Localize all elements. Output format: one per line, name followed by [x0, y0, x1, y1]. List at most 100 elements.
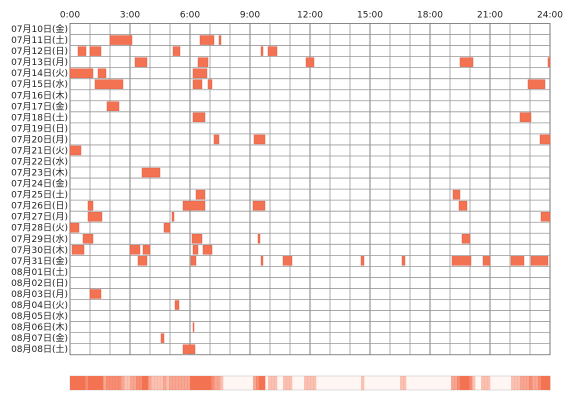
row-label: 08月06日(木): [11, 321, 68, 333]
row-label: 08月01日(土): [11, 266, 68, 278]
activity-strip-cell: [271, 376, 275, 390]
activity-segment: [461, 234, 471, 244]
activity-strip-cell: [268, 376, 272, 390]
row-label: 08月07日(金): [11, 332, 68, 344]
activity-strip-cell: [202, 376, 206, 390]
activity-segment: [134, 57, 148, 67]
row-label: 08月08日(土): [11, 343, 68, 355]
activity-strip-cell: [175, 376, 179, 390]
x-tick-label: 15:00: [357, 11, 383, 21]
activity-segment: [218, 35, 222, 45]
activity-strip-cell: [511, 376, 515, 390]
activity-segment: [527, 79, 546, 89]
activity-strip-cell: [451, 376, 455, 390]
activity-strip-cell: [148, 376, 152, 390]
activity-strip-cell: [130, 376, 134, 390]
activity-strip-cell: [121, 376, 125, 390]
activity-strip-cell: [532, 376, 536, 390]
row-label: 07月18日(土): [11, 111, 68, 123]
activity-segment: [510, 256, 525, 266]
activity-strip-cell: [82, 376, 86, 390]
activity-segment: [174, 300, 180, 310]
activity-segment: [87, 200, 94, 211]
activity-strip-cell: [187, 376, 191, 390]
activity-strip-cell: [520, 376, 524, 390]
row-label: 08月04日(火): [11, 300, 68, 311]
activity-segment: [207, 79, 213, 89]
activity-segment: [82, 234, 94, 244]
activity-strip-cell: [94, 376, 98, 390]
activity-strip-cell: [127, 376, 131, 390]
row-label: 07月10日(金): [11, 23, 68, 35]
activity-segment: [129, 245, 141, 255]
activity-strip-cell: [544, 376, 548, 390]
activity-strip-cell: [538, 376, 542, 390]
row-label: 07月25日(土): [11, 189, 68, 201]
activity-strip-cell: [190, 376, 194, 390]
activity-strip-cell: [73, 376, 77, 390]
activity-strip-cell: [466, 376, 470, 390]
activity-strip-cell: [304, 376, 308, 390]
row-label: 07月29日(水): [11, 233, 68, 245]
activity-strip-cell: [163, 376, 167, 390]
activity-strip-cell: [262, 376, 266, 390]
activity-strip-cell: [310, 376, 314, 390]
row-label: 07月27日(月): [11, 212, 68, 223]
activity-strip-cell: [85, 376, 89, 390]
activity-strip-cell: [154, 376, 158, 390]
row-label: 08月02日(日): [11, 278, 68, 289]
activity-segment: [69, 223, 80, 233]
activity-segment: [94, 79, 124, 89]
activity-strip-cell: [460, 376, 464, 390]
row-label: 07月13日(月): [11, 57, 68, 68]
row-label: 07月19日(日): [11, 123, 68, 134]
activity-strip-cell: [184, 376, 188, 390]
activity-strip-cell: [535, 376, 539, 390]
activity-strip-cell: [112, 376, 116, 390]
x-tick-label: 21:00: [477, 11, 503, 21]
activity-strip-cell: [259, 376, 263, 390]
activity-segment: [199, 35, 215, 45]
x-tick-label: 0:00: [60, 11, 80, 21]
activity-strip-cell: [514, 376, 518, 390]
activity-segment: [539, 134, 551, 145]
activity-segment: [458, 200, 468, 211]
x-tick-label: 3:00: [120, 11, 140, 21]
activity-strip-cell: [457, 376, 461, 390]
activity-strip-cell: [484, 376, 488, 390]
activity-strip-cell: [517, 376, 521, 390]
activity-strip-cell: [79, 376, 83, 390]
activity-segment: [87, 211, 103, 222]
activity-strip-cell: [454, 376, 458, 390]
activity-strip-cell: [286, 376, 290, 390]
activity-strip-cell: [91, 376, 95, 390]
activity-strip-cell: [220, 376, 224, 390]
activity-strip-cell: [463, 376, 467, 390]
activity-strip-cell: [115, 376, 119, 390]
activity-segment: [182, 344, 196, 354]
activity-segment: [191, 234, 203, 244]
row-label: 08月05日(水): [11, 310, 68, 322]
activity-strip-cell: [139, 376, 143, 390]
activity-segment: [267, 46, 278, 56]
activity-segment: [172, 46, 181, 56]
activity-segment: [163, 223, 171, 233]
row-label: 07月21日(火): [11, 145, 68, 156]
activity-strip-cell: [289, 376, 293, 390]
activity-strip-cell: [97, 376, 101, 390]
activity-segment: [197, 57, 209, 67]
activity-strip-cell: [283, 376, 287, 390]
activity-strip-cell: [103, 376, 107, 390]
activity-segment: [459, 57, 474, 67]
x-tick-label: 12:00: [297, 11, 323, 21]
activity-segment: [192, 68, 208, 78]
activity-segment: [69, 145, 82, 156]
activity-segment: [192, 245, 199, 255]
activity-segment: [182, 200, 206, 211]
activity-segment: [69, 68, 94, 78]
x-tick-label: 6:00: [180, 11, 200, 21]
activity-strip-cell: [151, 376, 155, 390]
activity-segment: [137, 256, 148, 266]
activity-strip-cell: [541, 376, 545, 390]
